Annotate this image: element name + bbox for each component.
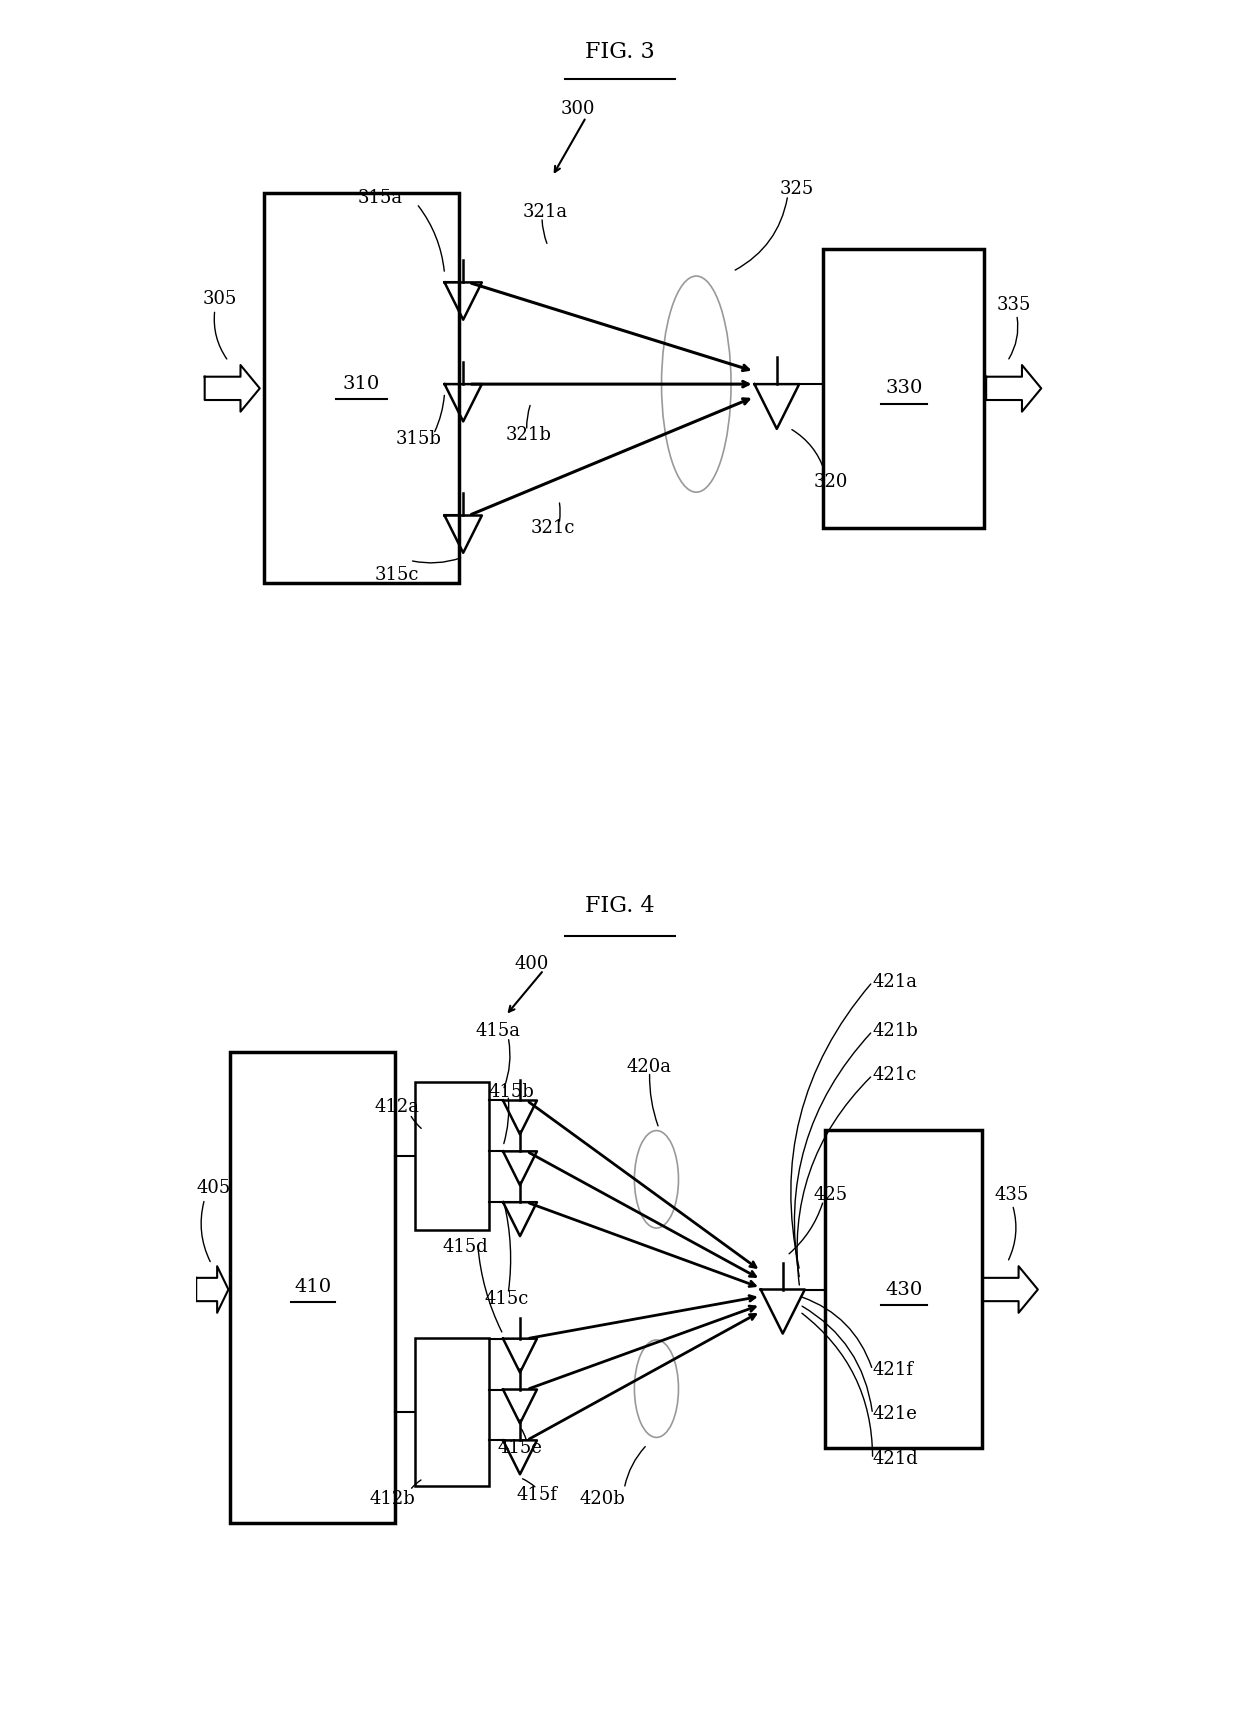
Text: 430: 430 (885, 1280, 923, 1299)
Text: 310: 310 (343, 376, 381, 393)
Text: 425: 425 (813, 1186, 847, 1203)
Text: 412a: 412a (374, 1098, 419, 1117)
FancyBboxPatch shape (231, 1052, 396, 1522)
Text: 421b: 421b (873, 1023, 919, 1040)
Text: 421f: 421f (873, 1361, 914, 1380)
Text: 335: 335 (996, 297, 1030, 314)
Text: 415d: 415d (441, 1239, 487, 1256)
Text: 421c: 421c (873, 1066, 916, 1085)
Text: 415b: 415b (489, 1083, 534, 1102)
Text: 325: 325 (780, 180, 813, 197)
Text: 405: 405 (196, 1179, 231, 1196)
Text: 315b: 315b (396, 431, 441, 448)
Text: 321c: 321c (531, 520, 575, 537)
Text: 420a: 420a (626, 1057, 672, 1076)
Text: 315a: 315a (357, 189, 402, 206)
Text: 300: 300 (560, 100, 595, 118)
Text: 412b: 412b (370, 1489, 415, 1508)
Text: 421e: 421e (873, 1405, 918, 1423)
FancyBboxPatch shape (415, 1081, 490, 1230)
Text: 305: 305 (203, 290, 237, 309)
Text: 420b: 420b (579, 1489, 625, 1508)
Text: FIG. 3: FIG. 3 (585, 41, 655, 63)
Text: 421d: 421d (873, 1450, 919, 1467)
FancyBboxPatch shape (415, 1338, 490, 1486)
Text: 415a: 415a (476, 1023, 521, 1040)
Text: 410: 410 (295, 1278, 332, 1296)
Text: 435: 435 (994, 1186, 1029, 1203)
Text: 415e: 415e (497, 1440, 542, 1457)
Text: 400: 400 (515, 956, 548, 973)
FancyBboxPatch shape (264, 194, 459, 583)
Text: 415c: 415c (485, 1290, 528, 1308)
Text: 330: 330 (885, 379, 923, 398)
Text: 321b: 321b (506, 426, 552, 444)
Text: 315c: 315c (374, 566, 419, 583)
FancyBboxPatch shape (825, 1131, 982, 1448)
Text: 321a: 321a (522, 202, 568, 221)
Text: 421a: 421a (873, 973, 918, 990)
Text: 320: 320 (813, 472, 848, 491)
Text: 415f: 415f (517, 1486, 558, 1505)
Text: FIG. 4: FIG. 4 (585, 896, 655, 918)
FancyBboxPatch shape (823, 249, 985, 529)
